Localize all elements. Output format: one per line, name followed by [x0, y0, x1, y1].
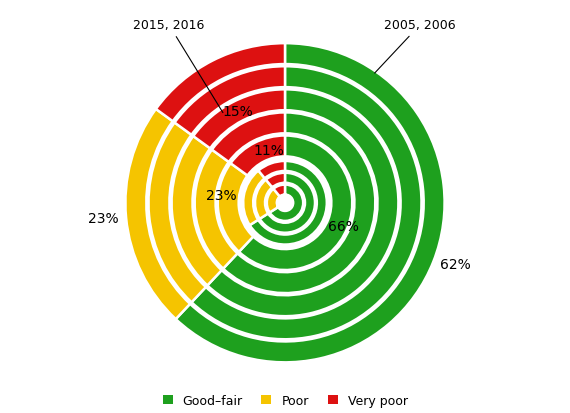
- Wedge shape: [260, 173, 315, 233]
- Wedge shape: [156, 44, 285, 122]
- Wedge shape: [218, 164, 253, 252]
- Text: 62%: 62%: [440, 258, 471, 271]
- Wedge shape: [231, 136, 285, 176]
- Text: 2015, 2016: 2015, 2016: [133, 19, 223, 113]
- Wedge shape: [212, 113, 285, 163]
- Wedge shape: [223, 113, 375, 293]
- Wedge shape: [193, 90, 285, 149]
- Wedge shape: [258, 161, 285, 179]
- Wedge shape: [195, 150, 238, 269]
- Wedge shape: [270, 185, 303, 221]
- Wedge shape: [125, 110, 190, 319]
- Wedge shape: [243, 171, 264, 225]
- Text: 23%: 23%: [88, 212, 119, 226]
- Wedge shape: [267, 189, 280, 213]
- Wedge shape: [266, 173, 285, 188]
- Wedge shape: [172, 137, 222, 286]
- Wedge shape: [250, 161, 327, 245]
- Wedge shape: [174, 67, 285, 135]
- Wedge shape: [274, 185, 285, 197]
- Wedge shape: [207, 90, 398, 316]
- Wedge shape: [149, 123, 206, 303]
- Text: 15%: 15%: [223, 105, 254, 119]
- Text: 2005, 2006: 2005, 2006: [374, 19, 455, 74]
- Text: 23%: 23%: [206, 189, 237, 203]
- Wedge shape: [255, 180, 272, 219]
- Circle shape: [277, 195, 293, 211]
- Wedge shape: [239, 136, 352, 271]
- Text: 66%: 66%: [328, 220, 359, 234]
- Wedge shape: [176, 44, 445, 363]
- Legend: Good–fair, Poor, Very poor: Good–fair, Poor, Very poor: [157, 389, 413, 412]
- Wedge shape: [192, 67, 421, 339]
- Text: 11%: 11%: [253, 143, 284, 157]
